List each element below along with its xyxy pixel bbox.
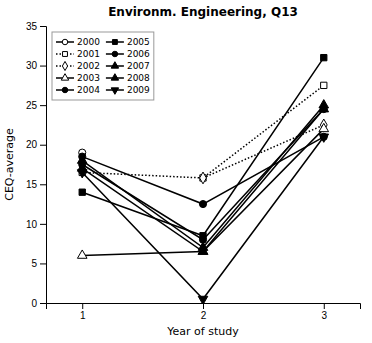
- point: [319, 134, 329, 142]
- y-axis: 0 5 10 15 20 25 30 35: [26, 21, 47, 309]
- tick-label: 10: [26, 219, 38, 230]
- legend-marker: [111, 62, 118, 68]
- legend-marker: [62, 87, 68, 93]
- point: [198, 296, 208, 303]
- point: [319, 123, 329, 131]
- tick-mark: [40, 303, 46, 304]
- tick: 35: [26, 21, 46, 32]
- axis-line: [47, 304, 361, 310]
- tick-label: 0: [31, 298, 37, 309]
- legend-item: 2008: [106, 73, 150, 83]
- legend-label: 2007: [127, 61, 150, 71]
- legend-marker: [111, 88, 118, 94]
- tick: 1: [80, 303, 86, 321]
- tick: 3: [321, 303, 327, 321]
- series-line: [82, 109, 324, 251]
- legend: 2000 2001 2002 2003 2004 2005 2006 2007 2008 2009: [52, 32, 154, 100]
- tick-label: 5: [31, 258, 37, 269]
- tick-label: 15: [26, 179, 38, 190]
- legend-marker: [61, 74, 68, 80]
- x-axis-title: Year of study: [166, 325, 239, 338]
- chart: 1230510152025303520002001200220032004200…: [0, 0, 372, 343]
- legend-marker: [62, 39, 68, 45]
- legend-label: 2009: [127, 85, 150, 95]
- x-axis: 1 2 3: [47, 303, 361, 321]
- tick-mark: [40, 263, 46, 264]
- series-line: [82, 137, 324, 299]
- legend-label: 2001: [77, 49, 100, 59]
- legend-marker: [62, 61, 67, 70]
- tick-mark: [40, 105, 46, 106]
- tick: 25: [26, 100, 46, 111]
- tick: 2: [201, 303, 207, 321]
- tick: 20: [26, 139, 46, 150]
- series-line: [82, 105, 324, 247]
- legend-label: 2006: [127, 49, 150, 59]
- legend-label: 2000: [77, 37, 100, 47]
- legend-item: 2000: [56, 37, 100, 47]
- data-area: [77, 54, 328, 303]
- tick-mark: [40, 26, 46, 27]
- tick-label: 20: [26, 139, 38, 150]
- tick: 0: [31, 298, 46, 309]
- legend-label: 2003: [77, 73, 100, 83]
- point: [79, 189, 85, 195]
- plot: 1230510152025303520002001200220032004200…: [26, 21, 361, 321]
- tick-mark: [82, 303, 83, 309]
- legend-item: 2002: [56, 61, 100, 71]
- title: Environm. Engineering, Q13: [108, 5, 298, 19]
- tick-label: 3: [321, 310, 327, 321]
- legend-item: 2005: [106, 37, 150, 47]
- tick-label: 1: [80, 310, 86, 321]
- legend-item: 2007: [106, 61, 150, 71]
- tick: 5: [31, 258, 46, 269]
- point: [77, 170, 87, 178]
- tick-label: 25: [26, 100, 38, 111]
- point: [321, 54, 327, 60]
- legend-label: 2002: [77, 61, 100, 71]
- legend-label: 2005: [127, 37, 150, 47]
- legend-item: 2006: [106, 49, 150, 59]
- tick-label: 2: [201, 310, 207, 321]
- legend-label: 2004: [77, 85, 100, 95]
- tick-mark: [324, 303, 325, 309]
- legend-marker: [112, 51, 118, 57]
- tick: 15: [26, 179, 46, 190]
- legend-item: 2004: [56, 85, 100, 95]
- legend-box: [52, 32, 154, 100]
- point: [200, 172, 207, 184]
- tick-mark: [40, 184, 46, 185]
- point: [321, 82, 327, 88]
- legend-item: 2009: [106, 85, 150, 95]
- point: [199, 201, 206, 208]
- y-axis-title: CEQ-average: [3, 128, 16, 201]
- legend-item: 2003: [56, 73, 100, 83]
- tick-mark: [40, 145, 46, 146]
- point: [319, 104, 329, 112]
- tick-mark: [203, 303, 204, 309]
- tick-mark: [40, 66, 46, 67]
- point: [77, 250, 87, 258]
- legend-label: 2008: [127, 73, 150, 83]
- tick: 30: [26, 60, 46, 71]
- legend-marker: [111, 74, 118, 80]
- legend-item: 2001: [56, 49, 100, 59]
- axis-line: [40, 27, 47, 304]
- legend-marker: [112, 40, 117, 45]
- series-line: [82, 109, 324, 240]
- tick-mark: [40, 224, 46, 225]
- tick-label: 35: [26, 21, 38, 32]
- legend-marker: [63, 52, 68, 57]
- tick-label: 30: [26, 60, 38, 71]
- point: [198, 246, 208, 254]
- tick: 10: [26, 219, 46, 230]
